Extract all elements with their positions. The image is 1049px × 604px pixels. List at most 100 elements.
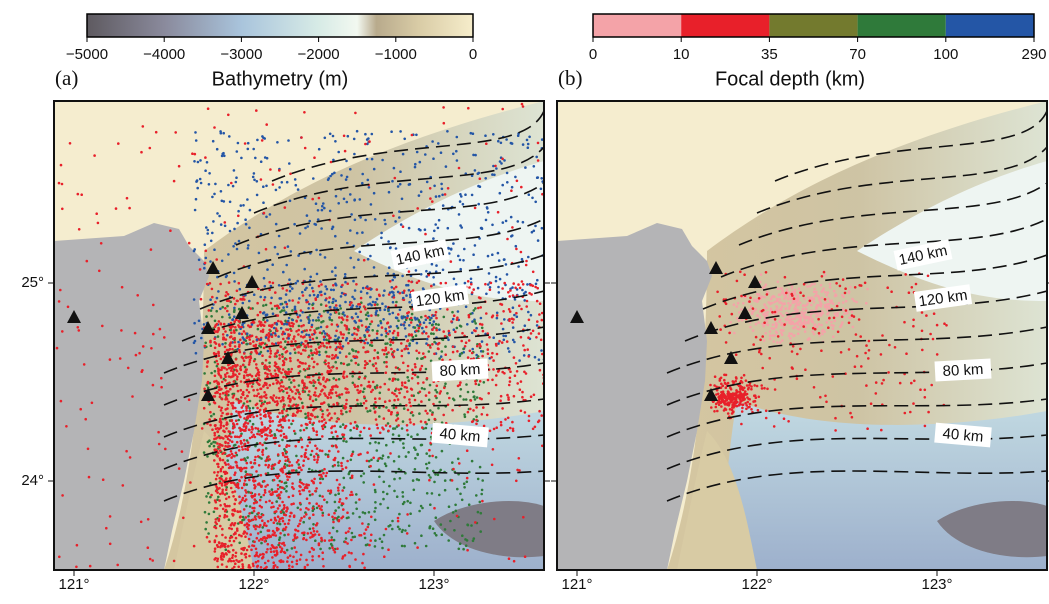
earthquake [527, 143, 530, 146]
earthquake [265, 304, 268, 307]
earthquake [420, 420, 423, 423]
earthquake [152, 304, 155, 307]
earthquake [427, 344, 430, 347]
earthquake [233, 508, 236, 511]
earthquake [373, 192, 376, 195]
earthquake [312, 338, 315, 341]
earthquake [208, 445, 211, 448]
earthquake [435, 317, 438, 320]
earthquake [152, 333, 155, 336]
earthquake [419, 391, 422, 394]
earthquake [391, 180, 394, 183]
earthquake [258, 433, 261, 436]
earthquake [441, 450, 444, 453]
earthquake [501, 287, 504, 290]
earthquake [813, 283, 816, 286]
earthquake [343, 135, 346, 138]
earthquake [406, 424, 409, 427]
earthquake [236, 441, 239, 444]
earthquake [294, 529, 297, 532]
earthquake [426, 412, 429, 415]
earthquake [396, 414, 399, 417]
earthquake [242, 410, 245, 413]
earthquake [349, 410, 352, 413]
earthquake [387, 309, 390, 312]
earthquake [447, 187, 450, 190]
earthquake [375, 313, 378, 316]
earthquake [395, 406, 398, 409]
earthquake [329, 175, 332, 178]
earthquake [401, 291, 404, 294]
earthquake [275, 519, 278, 522]
earthquake [463, 248, 466, 251]
earthquake [278, 542, 281, 545]
earthquake [300, 517, 303, 520]
earthquake [246, 389, 249, 392]
earthquake [307, 532, 310, 535]
earthquake [257, 325, 260, 328]
earthquake [408, 280, 411, 283]
earthquake [421, 327, 424, 330]
earthquake [321, 514, 324, 517]
earthquake [264, 401, 267, 404]
earthquake [242, 404, 245, 407]
earthquake [378, 397, 381, 400]
earthquake [224, 221, 227, 224]
earthquake [224, 330, 227, 333]
earthquake [282, 406, 285, 409]
earthquake [219, 515, 222, 518]
earthquake [229, 336, 232, 339]
earthquake [312, 319, 315, 322]
earthquake [349, 193, 352, 196]
earthquake [365, 407, 368, 410]
earthquake [520, 186, 523, 189]
earthquake [418, 228, 421, 231]
earthquake [506, 181, 509, 184]
earthquake [404, 529, 407, 532]
earthquake [359, 390, 362, 393]
earthquake [467, 391, 470, 394]
earthquake [402, 225, 405, 228]
earthquake [335, 384, 338, 387]
earthquake [301, 446, 304, 449]
earthquake [351, 493, 354, 496]
earthquake [439, 469, 442, 472]
earthquake [334, 300, 337, 303]
earthquake [403, 138, 406, 141]
earthquake [424, 356, 427, 359]
earthquake [278, 412, 281, 415]
earthquake [278, 520, 281, 523]
earthquake [261, 354, 264, 357]
earthquake [406, 340, 409, 343]
earthquake [364, 143, 367, 146]
earthquake [823, 330, 826, 333]
earthquake [495, 167, 498, 170]
earthquake [319, 449, 322, 452]
earthquake [369, 255, 372, 258]
earthquake [309, 339, 312, 342]
earthquake [247, 415, 250, 418]
earthquake [260, 531, 263, 534]
earthquake [344, 301, 347, 304]
earthquake [253, 545, 256, 548]
earthquake [346, 542, 349, 545]
earthquake [344, 150, 347, 153]
earthquake [229, 201, 232, 204]
earthquake [218, 320, 221, 323]
earthquake [418, 194, 421, 197]
earthquake [318, 544, 321, 547]
earthquake [138, 352, 141, 355]
earthquake [342, 375, 345, 378]
earthquake [475, 415, 478, 418]
earthquake [273, 521, 276, 524]
earthquake [228, 281, 231, 284]
earthquake [320, 474, 323, 477]
earthquake [252, 518, 255, 521]
earthquake [235, 398, 238, 401]
earthquake [429, 346, 432, 349]
earthquake [376, 386, 379, 389]
earthquake [247, 142, 250, 145]
earthquake [318, 313, 321, 316]
earthquake [271, 263, 274, 266]
earthquake [281, 309, 284, 312]
